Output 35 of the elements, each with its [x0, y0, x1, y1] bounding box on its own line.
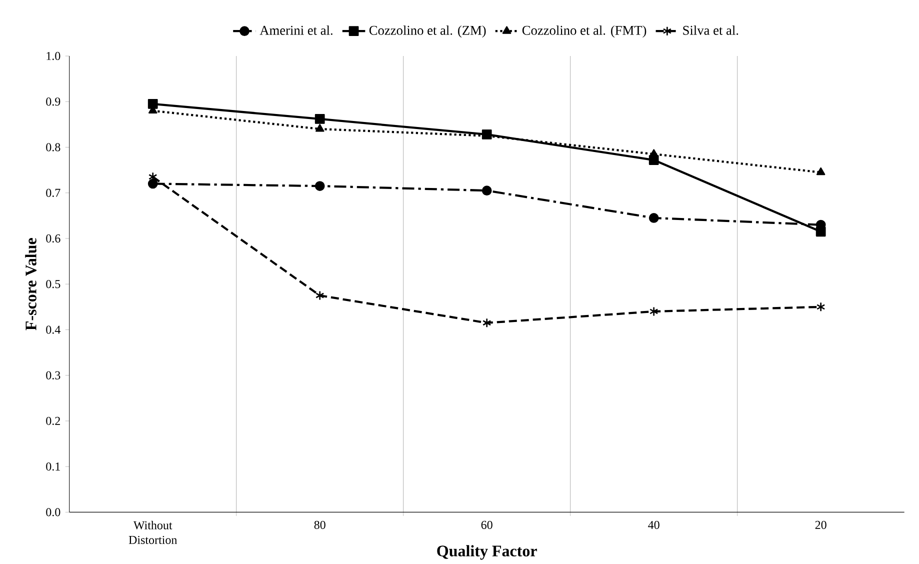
point	[816, 302, 826, 312]
point	[482, 318, 492, 328]
x-tick-label: 80	[314, 520, 326, 529]
legend-label: Cozzolino et al. (ZM)	[369, 25, 486, 38]
point	[315, 290, 324, 300]
y-tick-label: 0.1	[46, 462, 60, 471]
y-tick-label: 0.5	[46, 280, 60, 288]
point	[314, 181, 325, 191]
point	[315, 124, 324, 132]
x-tick-label: 60	[481, 520, 492, 529]
legend-label: Amerini et al.	[260, 25, 332, 35]
x-tick-label: Without Distortion	[128, 520, 178, 544]
legend-label: Cozzolino et al. (FMT)	[522, 25, 646, 38]
point	[148, 178, 158, 189]
y-tick-label: 0.4	[46, 326, 60, 334]
y-tick-label: 0.0	[46, 508, 60, 516]
y-tick-label: 0.8	[46, 143, 60, 152]
point	[816, 167, 826, 176]
point	[314, 114, 325, 124]
y-tick-label: 0.7	[46, 188, 60, 197]
x-tick-label: 20	[815, 520, 826, 529]
y-tick-label: 0.2	[46, 416, 60, 425]
y-tick-label: 0.3	[46, 371, 60, 380]
point	[148, 98, 158, 109]
x-tick-label: 40	[648, 520, 660, 529]
legend-label: Silva et al.	[683, 25, 738, 35]
y-tick-label: 0.9	[46, 97, 60, 106]
y-tick-label: 1.0	[46, 52, 60, 60]
x-axis-title: Quality Factor	[437, 545, 537, 560]
point	[648, 212, 659, 223]
point	[816, 226, 826, 236]
point	[649, 306, 658, 316]
point	[482, 186, 492, 196]
y-axis-title: F-score Value	[25, 238, 36, 330]
y-tick-label: 0.6	[46, 234, 60, 242]
